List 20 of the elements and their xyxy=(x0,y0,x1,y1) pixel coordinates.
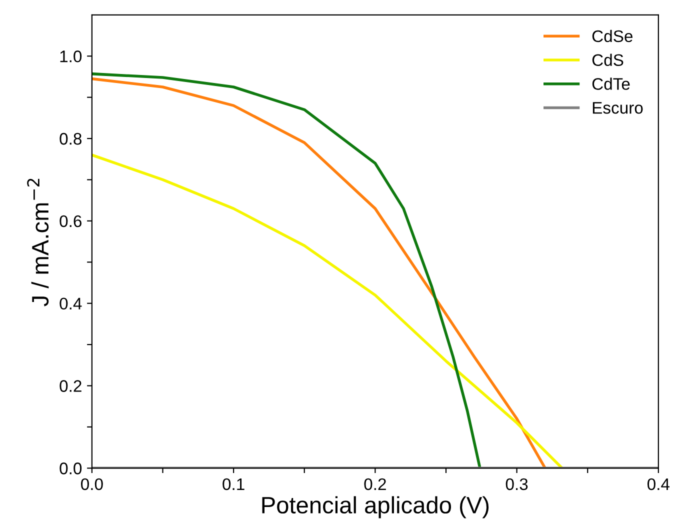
line-series xyxy=(92,72,482,468)
y-tick-label: 0.8 xyxy=(60,132,82,145)
line-series xyxy=(92,154,564,468)
line-series xyxy=(92,77,547,468)
y-tick-label: 1.0 xyxy=(60,50,82,62)
legend-label: Escuro xyxy=(592,102,643,114)
x-tick-label: 0.0 xyxy=(81,478,103,490)
y-tick-label: 0.2 xyxy=(60,380,82,392)
legend-label: CdSe xyxy=(592,30,633,42)
legend-label: CdS xyxy=(592,54,624,66)
y-tick-label: 0.6 xyxy=(60,215,82,228)
y-axis-title: J / mA.cm$^{−2}$ xyxy=(27,178,49,306)
x-tick-label: 0.4 xyxy=(647,478,670,490)
x-tick-label: 0.2 xyxy=(364,478,386,490)
y-tick-label: 0.0 xyxy=(60,462,82,474)
x-tick-label: 0.1 xyxy=(222,478,244,490)
x-axis-title: Potencial aplicado (V) xyxy=(262,496,489,518)
y-tick-label: 0.4 xyxy=(60,298,82,310)
x-tick-label: 0.3 xyxy=(506,478,528,490)
legend-label: CdTe xyxy=(592,78,630,90)
